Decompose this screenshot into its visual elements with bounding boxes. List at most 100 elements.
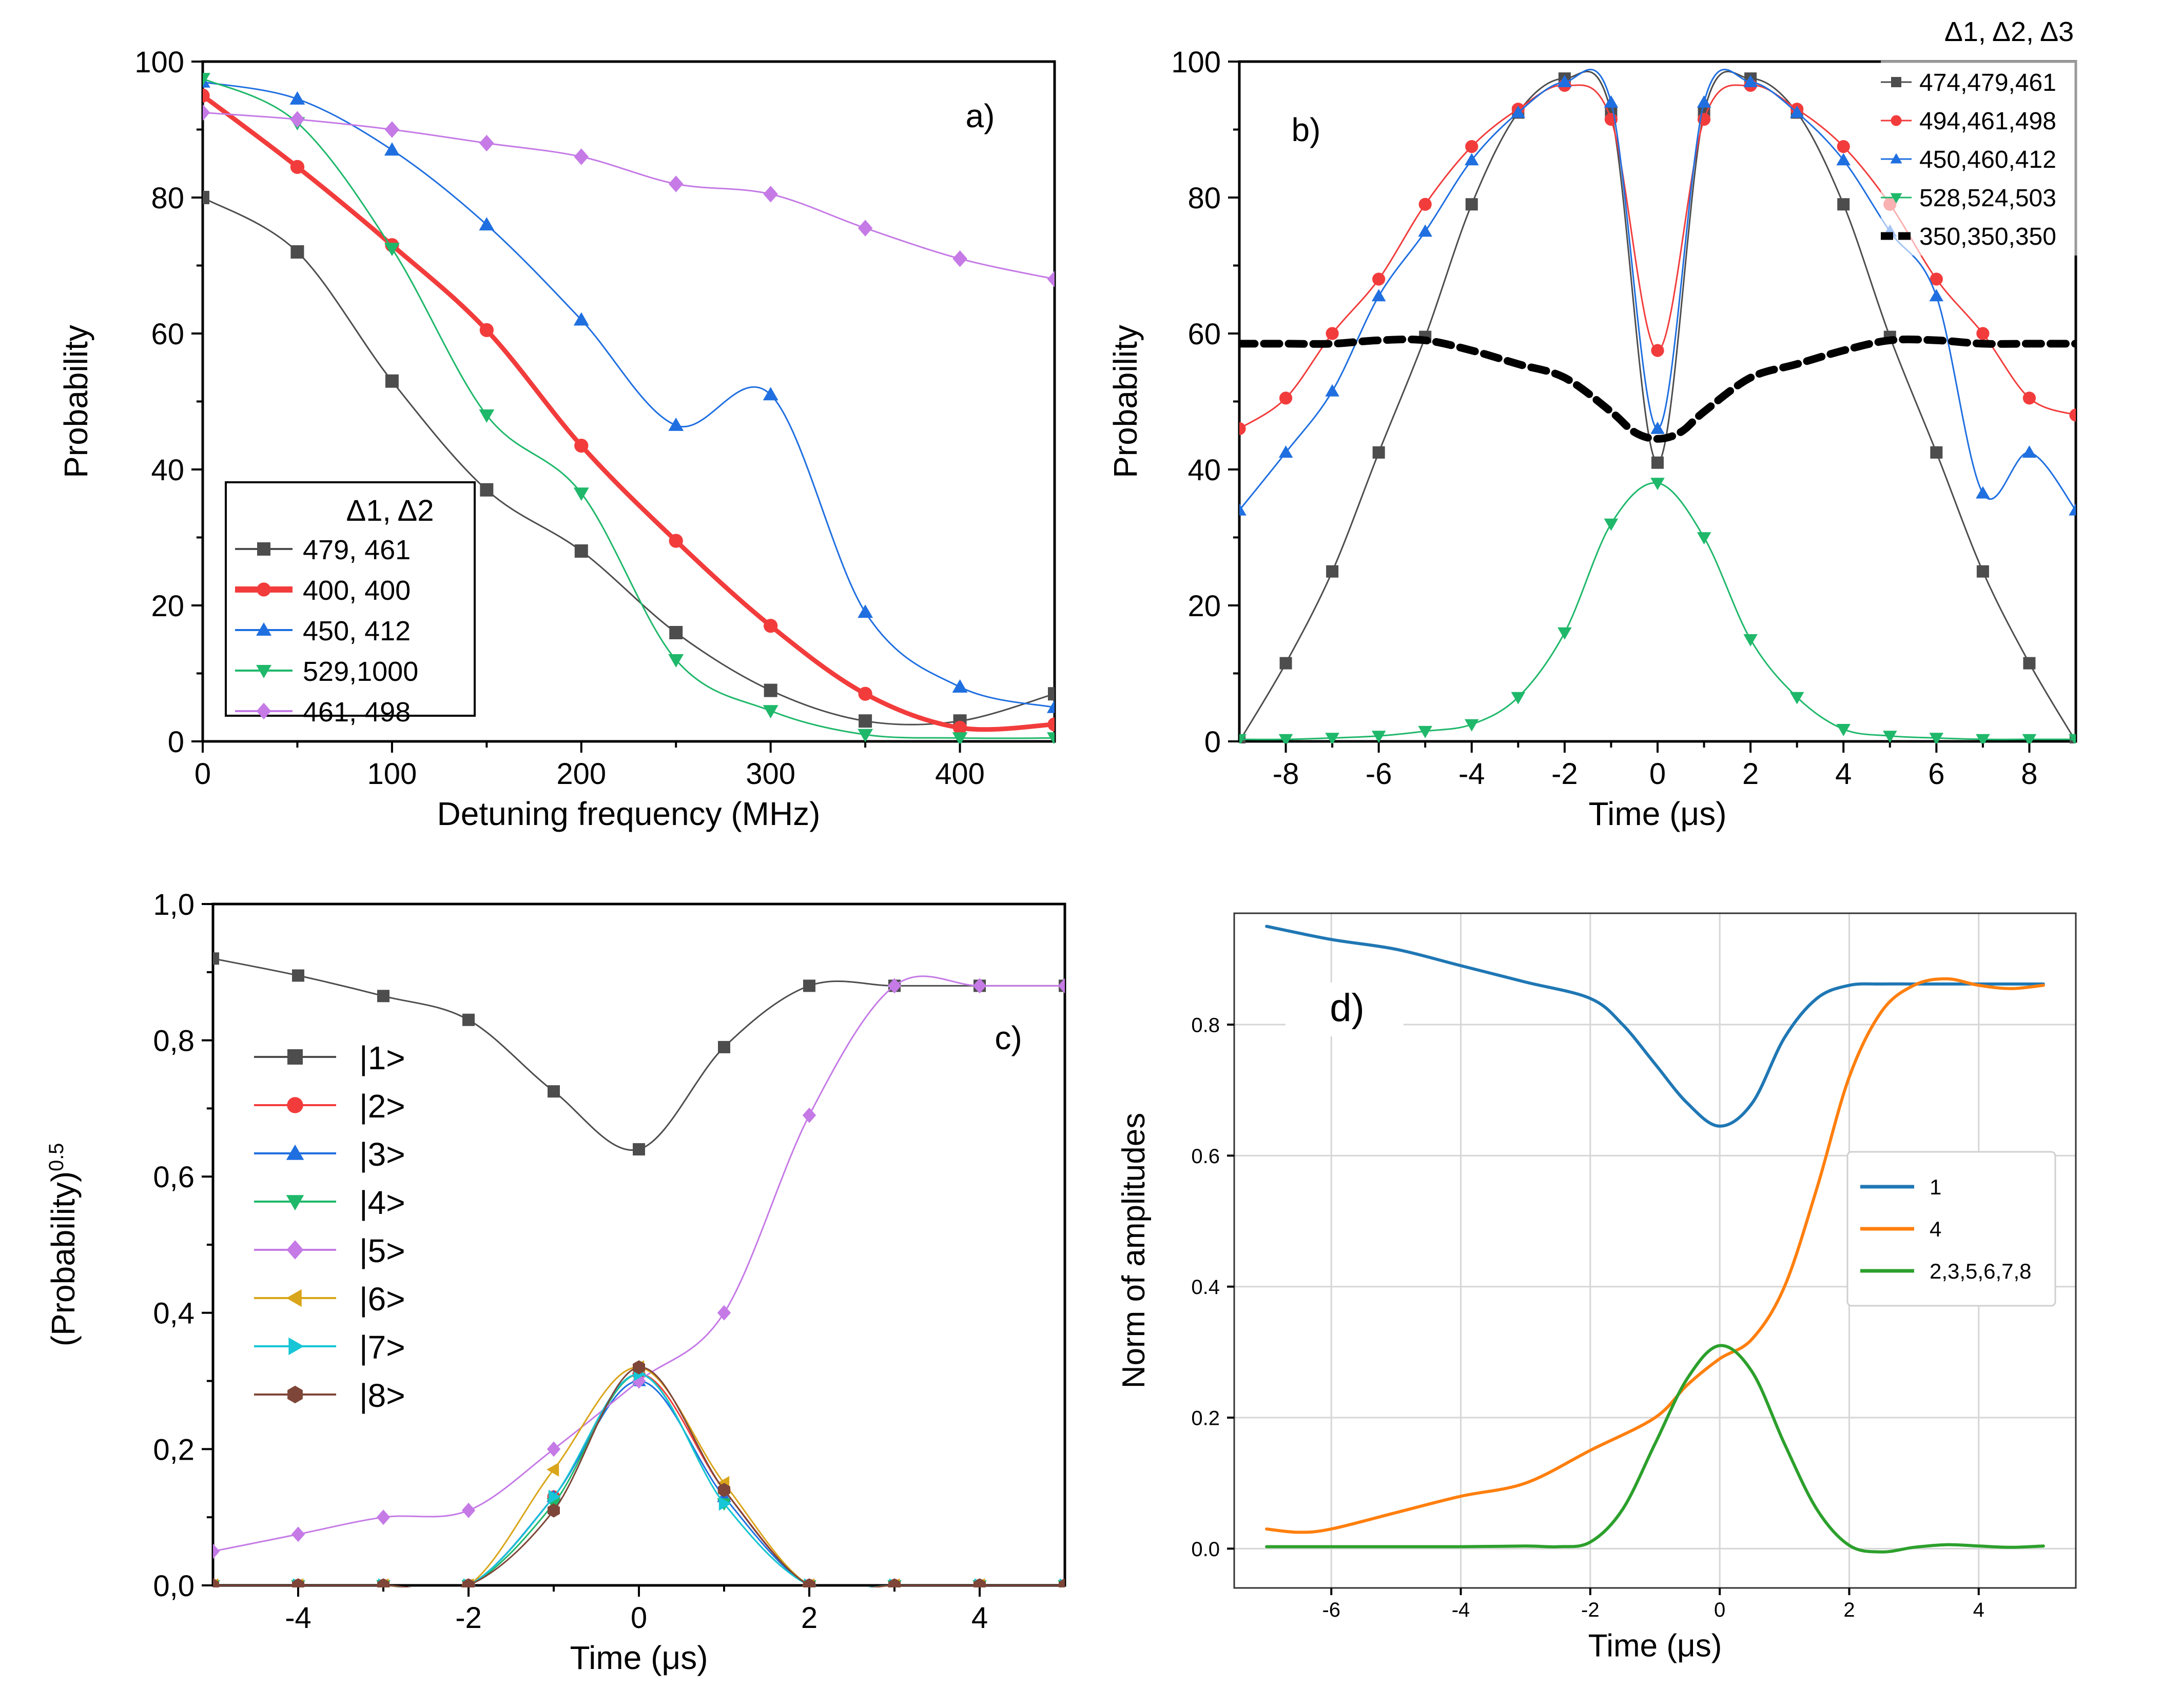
legend-box [1846, 1151, 2056, 1307]
data-point-series-1 [1279, 657, 1292, 670]
series-line-4 [1239, 482, 2076, 740]
data-point-series-3 [1465, 153, 1479, 166]
data-point-series-1 [377, 990, 390, 1003]
y-tick-label: 20 [151, 590, 184, 623]
data-point-series-3 [1371, 289, 1386, 302]
x-tick-label: 4 [1973, 1599, 1984, 1621]
data-point-series-1 [1372, 446, 1385, 459]
data-point-series-4 [1239, 734, 1247, 743]
data-point-series-2 [1930, 272, 1943, 286]
data-point-series-2 [952, 720, 967, 735]
data-point-series-1 [1048, 687, 1055, 701]
data-point-series-5 [290, 111, 305, 128]
data-point-series-4 [2069, 734, 2076, 743]
series-line-5 [1239, 335, 2076, 443]
data-point-series-3 [1047, 699, 1055, 713]
legend-background [1881, 61, 2127, 256]
legend-marker [256, 622, 271, 636]
data-point-series-4 [573, 487, 589, 501]
y-tick-label: 0 [168, 725, 184, 759]
y-tick-label: 0.2 [1191, 1407, 1220, 1429]
legend-marker [1891, 115, 1902, 126]
legend-marker [287, 1049, 303, 1065]
data-point-series-5 [858, 220, 873, 237]
data-point-series-4 [1465, 719, 1479, 732]
legend-box [225, 481, 476, 717]
data-point-series-1 [803, 979, 815, 992]
data-point-series-2 [574, 438, 589, 453]
data-point-series-5 [972, 978, 987, 994]
data-point-series-6 [547, 1462, 559, 1477]
y-axis-label: Probability [1107, 325, 1144, 478]
series-line-3 [203, 81, 1055, 709]
x-tick-label: 2 [1843, 1599, 1855, 1621]
data-point-series-2 [1279, 391, 1293, 405]
y-tick-label: 60 [151, 318, 184, 351]
x-tick-label: 400 [935, 757, 985, 791]
y-tick-label: 0,4 [153, 1297, 194, 1330]
data-point-series-5 [461, 1502, 476, 1518]
legend-marker [257, 542, 270, 556]
data-point-series-2 [290, 160, 305, 174]
series-layer [213, 952, 1065, 1587]
data-point-series-5 [717, 1305, 731, 1321]
data-point-series-4 [1371, 731, 1386, 743]
legend-label: |8> [359, 1377, 405, 1414]
x-axis-label: Detuning frequency (MHz) [437, 795, 821, 832]
x-tick-label: 300 [746, 757, 795, 791]
data-point-series-2 [1418, 198, 1432, 211]
series-layer [203, 73, 1055, 743]
data-point-series-3 [2022, 445, 2037, 458]
series-line-1 [203, 197, 1055, 725]
panel-c: -4 -2 0 2 4 0,0 0,2 0,4 0,6 0,8 1,0 Time (μs) (Proba… [45, 888, 1066, 1676]
series-line-4 [203, 77, 1055, 739]
data-point-series-8 [633, 1360, 645, 1375]
data-point-series-1 [203, 191, 209, 204]
series-layer [1265, 925, 2045, 1554]
data-point-series-1 [1837, 198, 1850, 211]
data-point-series-5 [203, 104, 210, 121]
data-point-series-4 [384, 243, 400, 257]
data-point-series-3 [1929, 289, 1944, 302]
data-point-series-4 [1047, 732, 1055, 743]
data-point-series-1 [290, 245, 304, 259]
data-point-series-3 [1558, 74, 1572, 87]
data-point-series-3 [1697, 95, 1711, 108]
panel-a: 0 100 200 300 400 0 20 40 60 80 100 Detuning freque… [57, 46, 1056, 832]
x-tick-label: -4 [1458, 757, 1485, 791]
x-tick-label: 200 [556, 757, 606, 791]
panel-d: -6 -4 -2 0 2 4 0.0 0.2 0.4 0.6 0.8 Time (μs) Norm of… [1116, 912, 2077, 1664]
y-tick-label: 0,6 [153, 1161, 194, 1194]
data-point-series-4 [1278, 734, 1293, 743]
x-tick-label: -4 [285, 1601, 312, 1635]
x-tick-label: -4 [1452, 1599, 1470, 1621]
data-point-series-4 [1558, 627, 1572, 640]
data-point-series-4 [1789, 692, 1804, 704]
data-point-series-3 [1325, 384, 1339, 397]
y-tick-label: 0 [1204, 725, 1221, 759]
data-point-series-1 [633, 1143, 645, 1156]
legend-label: 450,460,412 [1919, 146, 2056, 173]
data-point-series-7 [718, 1496, 731, 1511]
series-line-3 [1265, 1344, 2045, 1554]
legend-marker [287, 1385, 303, 1404]
legend-marker [286, 1289, 302, 1307]
y-tick-label: 40 [151, 454, 184, 487]
series-line-5 [213, 975, 1065, 1553]
legend-label: 450, 412 [303, 616, 411, 646]
data-point-series-1 [292, 969, 304, 982]
data-point-series-1 [764, 683, 777, 697]
data-point-series-5 [668, 175, 684, 192]
legend-label: 528,524,503 [1919, 185, 2056, 212]
data-point-series-3 [479, 217, 495, 231]
data-point-series-2 [2022, 391, 2036, 405]
legend-label: 474,479,461 [1919, 69, 2056, 96]
data-point-series-5 [887, 978, 902, 994]
x-tick-label: 6 [1928, 757, 1944, 791]
y-tick-label: 0.4 [1191, 1276, 1220, 1299]
x-axis-label: Time (μs) [570, 1639, 708, 1676]
legend-label: |5> [359, 1232, 405, 1269]
data-point-series-3 [1836, 153, 1851, 166]
legend-marker [256, 702, 271, 720]
